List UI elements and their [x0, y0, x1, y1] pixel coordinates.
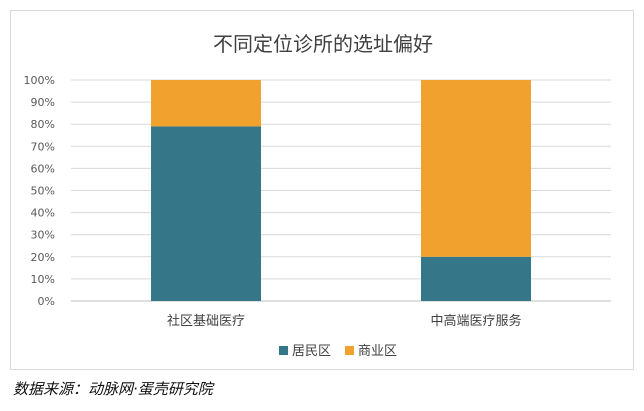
bar-segment — [151, 80, 261, 127]
y-axis-ticks: 0% 10% 20% 30% 40% 50% 60% 70% 80% 90% 100% — [24, 74, 55, 308]
bar-segment — [151, 126, 261, 301]
legend-swatch — [345, 346, 354, 355]
legend-label: 居民区 — [292, 344, 331, 359]
source-note: 数据来源：动脉网·蛋壳研究院 — [13, 380, 213, 398]
y-tick-label: 100% — [24, 74, 55, 87]
x-category-label: 中高端医疗服务 — [430, 313, 521, 329]
chart-title: 不同定位诊所的选址偏好 — [213, 32, 433, 56]
legend-label: 商业区 — [358, 344, 397, 359]
chart-frame: 不同定位诊所的选址偏好 0% 10% 20% 30% 40% 50% 60% 70% 80% 90… — [10, 10, 634, 370]
y-tick-label: 40% — [31, 207, 55, 220]
y-tick-label: 0% — [38, 295, 55, 308]
y-tick-label: 10% — [31, 273, 55, 286]
y-tick-label: 80% — [31, 118, 55, 131]
bar-segment — [421, 256, 531, 301]
y-tick-label: 60% — [31, 162, 55, 175]
legend-swatch — [279, 346, 288, 355]
x-category-label: 社区基础医疗 — [167, 313, 245, 329]
y-tick-label: 70% — [31, 140, 55, 153]
bars — [151, 80, 531, 301]
y-tick-label: 90% — [31, 96, 55, 109]
y-tick-label: 50% — [31, 185, 55, 198]
x-axis-categories: 社区基础医疗 中高端医疗服务 — [167, 313, 522, 329]
stacked-bar-chart: 不同定位诊所的选址偏好 0% 10% 20% 30% 40% 50% 60% 70% 80% 90… — [24, 32, 611, 359]
legend: 居民区 商业区 — [279, 344, 397, 359]
bar-segment — [421, 80, 531, 257]
y-tick-label: 20% — [31, 251, 55, 264]
y-tick-label: 30% — [31, 229, 55, 242]
